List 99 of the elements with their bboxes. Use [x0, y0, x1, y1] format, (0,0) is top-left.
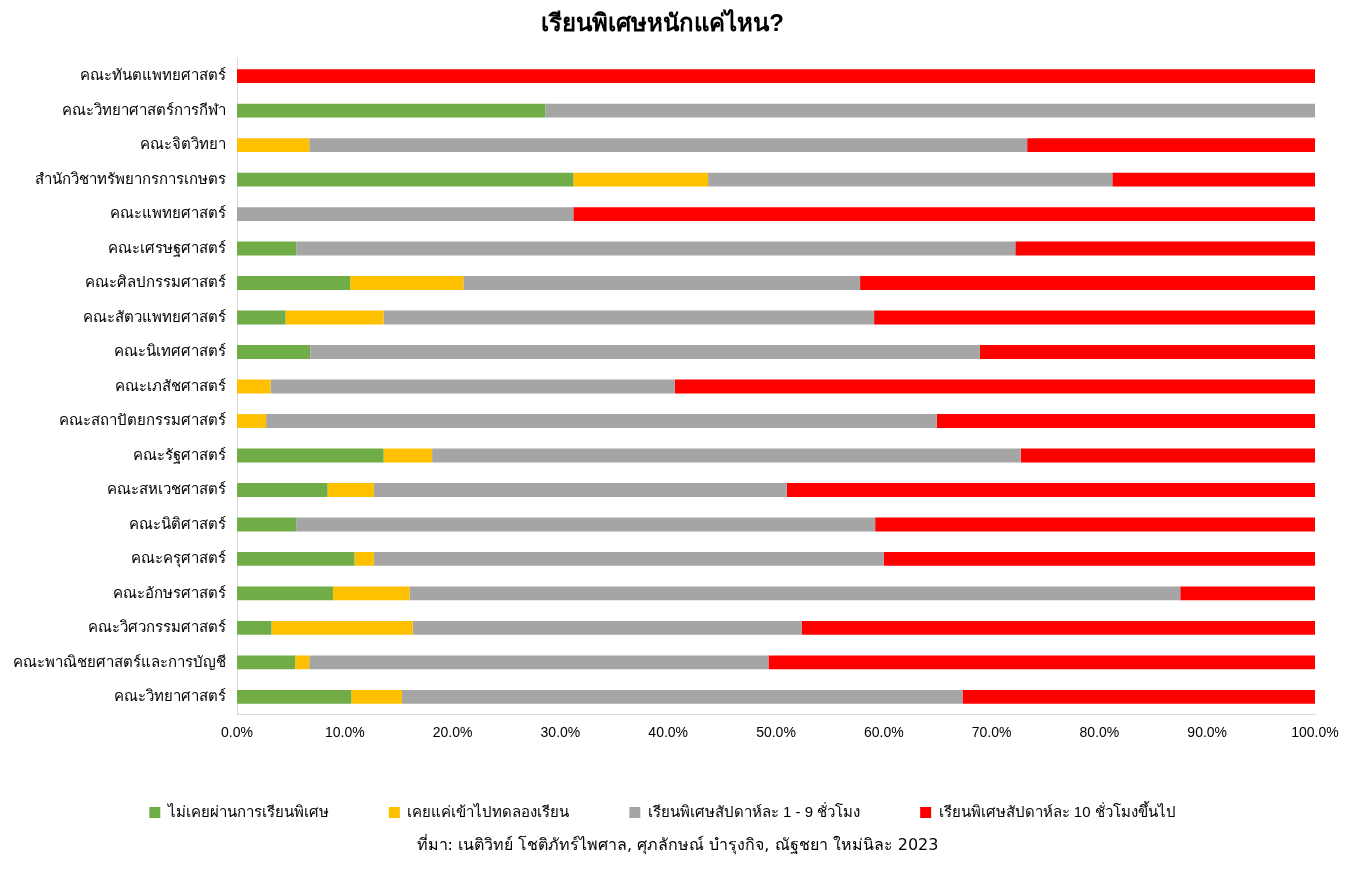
- bar: [801, 621, 1315, 635]
- bar: [351, 690, 402, 704]
- bar: [962, 690, 1315, 704]
- bar: [463, 276, 861, 290]
- bar: [786, 483, 1315, 497]
- chart-title: เรียนพิเศษหนักแค่ไหน?: [541, 8, 784, 37]
- bar: [373, 552, 884, 566]
- text: ที่มา: เนติวิทย์ โชติภัทร์ไพศาล, ศุภลักษณ์ บำรุงกิจ, ณัฐชยา ใหม่นิละ 2023: [415, 833, 940, 857]
- bar: [1112, 172, 1315, 187]
- bar: [296, 241, 1016, 256]
- x-tick-label: 50.0%: [756, 724, 796, 741]
- y-tick-label: คณะเศรษฐศาสตร์: [108, 238, 226, 257]
- bar: [401, 690, 963, 704]
- bar: [237, 103, 546, 118]
- bar: [979, 345, 1315, 359]
- y-tick-label: คณะทันตแพทยศาสตร์: [80, 66, 226, 84]
- bar: [237, 552, 355, 566]
- y-tick-label: คณะจิตวิทยา: [140, 135, 226, 153]
- bar: [545, 103, 1315, 118]
- bar: [327, 483, 374, 497]
- bar: [573, 172, 709, 187]
- bar: [309, 138, 1028, 152]
- bar: [237, 276, 351, 290]
- bar: [237, 690, 352, 704]
- bar: [383, 448, 433, 463]
- bar: [383, 310, 875, 325]
- y-tick-label: คณะสหเวชศาสตร์: [107, 480, 226, 498]
- bar: [237, 172, 574, 187]
- bar: [237, 69, 1315, 83]
- bar: [332, 586, 410, 601]
- bar: [875, 517, 1315, 532]
- x-tick-label: 30.0%: [540, 724, 581, 741]
- bar: [874, 310, 1315, 325]
- y-tick-label: คณะอักษรศาสตร์: [113, 583, 226, 601]
- x-tick-label: 10.0%: [324, 724, 365, 741]
- bar: [708, 172, 1113, 187]
- bar: [270, 379, 675, 394]
- bar: [674, 379, 1315, 394]
- bar: [354, 552, 374, 566]
- legend-label: ไม่เคยผ่านการเรียนพิเศษ: [166, 802, 329, 820]
- bar: [409, 586, 1181, 601]
- bar: [295, 655, 310, 670]
- legend-label: เคยแค่เข้าไปทดลองเรียน: [407, 802, 570, 820]
- x-tick-label: 90.0%: [1187, 724, 1228, 741]
- y-tick-label: คณะนิเทศศาสตร์: [114, 342, 226, 360]
- bar: [883, 552, 1315, 566]
- bar: [1027, 138, 1315, 152]
- bar: [237, 207, 574, 221]
- bar: [285, 310, 384, 325]
- bar: [768, 655, 1315, 670]
- y-tick-label: คณะสัตวแพทยศาสตร์: [83, 307, 226, 325]
- bar: [412, 621, 802, 635]
- bar: [237, 138, 310, 152]
- bar: [296, 517, 876, 532]
- bar: [1180, 586, 1315, 601]
- y-tick-label: คณะแพทยศาสตร์: [110, 204, 226, 222]
- bar: [237, 517, 297, 532]
- y-tick-label: คณะวิทยาศาสตร์: [114, 687, 226, 705]
- bar: [310, 345, 980, 359]
- y-tick-label: คณะศิลปกรรมศาสตร์: [85, 273, 226, 291]
- bar: [237, 310, 286, 325]
- y-tick-label: คณะวิทยาศาสตร์การกีฬา: [62, 100, 226, 118]
- bar: [237, 586, 333, 601]
- bar: [237, 241, 297, 256]
- bar: [237, 379, 271, 394]
- bar: [237, 655, 296, 670]
- bar: [1020, 448, 1315, 463]
- legend-label: เรียนพิเศษสัปดาห์ละ 10 ชั่วโมงขึ้นไป: [938, 800, 1176, 820]
- y-tick-label: คณะนิติศาสตร์: [129, 514, 226, 532]
- x-tick-label: 20.0%: [432, 724, 473, 741]
- bar: [237, 448, 384, 463]
- x-tick-label: 70.0%: [971, 724, 1012, 741]
- bar: [309, 655, 769, 670]
- y-tick-label: คณะครุศาสตร์: [131, 549, 226, 569]
- y-tick-label: คณะพาณิชยศาสตร์และการบัญชี: [13, 652, 226, 670]
- bar: [432, 448, 1021, 463]
- bar: [1015, 241, 1315, 256]
- y-tick-label: คณะวิศวกรรมศาสตร์: [88, 618, 226, 636]
- bar: [573, 207, 1315, 221]
- x-tick-label: 0.0%: [221, 724, 253, 741]
- bar: [373, 483, 787, 497]
- bar: [237, 621, 272, 635]
- x-tick-label: 80.0%: [1079, 724, 1120, 741]
- y-tick-label: คณะรัฐศาสตร์: [133, 445, 226, 464]
- bar: [266, 414, 937, 428]
- x-tick-label: 60.0%: [863, 724, 904, 741]
- y-tick-label: สำนักวิชาทรัพยากรการเกษตร: [35, 169, 226, 187]
- bar: [860, 276, 1315, 290]
- bar: [237, 483, 328, 497]
- x-tick-label: 40.0%: [648, 724, 689, 741]
- y-tick-label: คณะสถาปัตยกรรมศาสตร์: [59, 411, 226, 429]
- bar: [237, 414, 267, 428]
- legend-label: เรียนพิเศษสัปดาห์ละ 1 - 9 ชั่วโมง: [647, 800, 861, 820]
- bar: [271, 621, 413, 635]
- y-tick-label: คณะเภสัชศาสตร์: [115, 376, 226, 394]
- bar: [350, 276, 464, 290]
- x-tick-label: 100.0%: [1291, 724, 1339, 741]
- bar: [237, 345, 311, 359]
- bar: [936, 414, 1315, 428]
